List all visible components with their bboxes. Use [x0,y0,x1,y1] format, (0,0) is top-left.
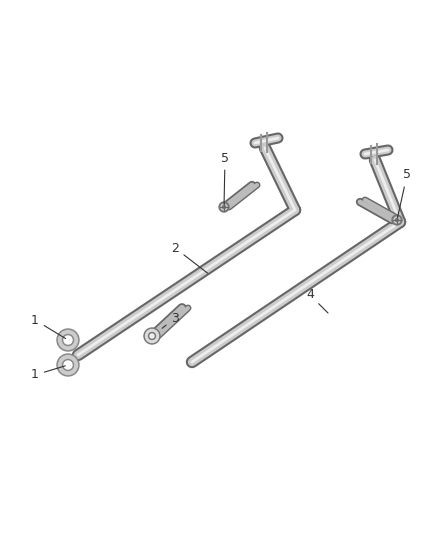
Circle shape [59,356,78,375]
Circle shape [57,354,79,376]
Text: 3: 3 [162,311,179,328]
Circle shape [221,204,227,210]
Circle shape [150,334,154,338]
Text: 5: 5 [398,168,411,217]
Circle shape [64,361,72,369]
Text: 4: 4 [306,288,328,313]
Circle shape [396,219,399,222]
Circle shape [148,333,155,340]
Circle shape [394,217,400,223]
Circle shape [145,329,159,343]
Circle shape [63,359,74,370]
Circle shape [219,202,229,212]
Text: 5: 5 [221,151,229,204]
Circle shape [223,206,226,208]
Circle shape [144,328,160,344]
Circle shape [64,336,72,344]
Circle shape [59,330,78,350]
Circle shape [392,215,402,225]
Circle shape [57,329,79,351]
Circle shape [63,335,74,345]
Text: 2: 2 [171,241,208,273]
Text: 1: 1 [31,366,65,382]
Text: 1: 1 [31,313,66,338]
